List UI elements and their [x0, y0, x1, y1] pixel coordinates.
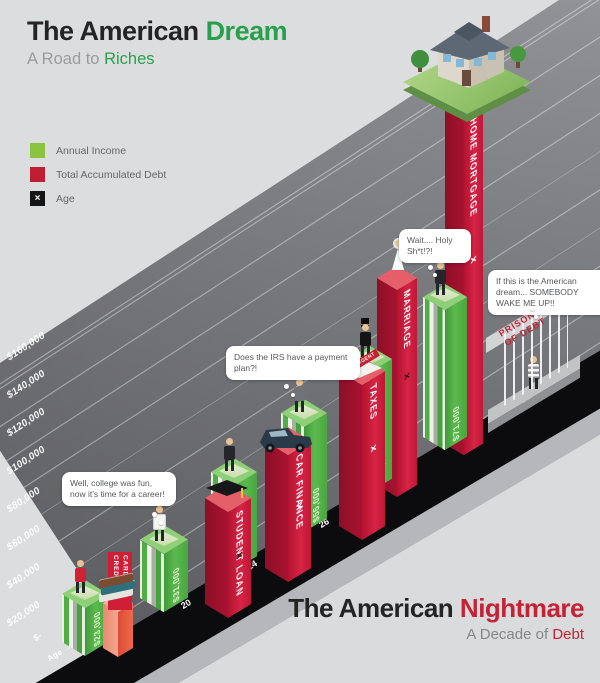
income-bar-29-left-face: [423, 297, 445, 451]
debt-bar-studentloan-right-face: STUDENT LOAN ×: [228, 498, 251, 618]
footer-title: The American Nightmare: [288, 593, 584, 624]
person-age-26-icon: [290, 379, 308, 412]
legend-debt-label: Total Accumulated Debt: [56, 168, 167, 181]
age-marker-icon: ×: [370, 441, 377, 458]
income-swatch-icon: [30, 143, 45, 158]
debt-swatch-icon: [30, 167, 45, 182]
footer-title-prefix: The American: [288, 593, 460, 623]
thought-dot: [530, 306, 535, 311]
legend-item-income: Annual Income: [30, 143, 166, 158]
thought-dot: [433, 273, 437, 277]
debt-bar-taxes-right-face: TAXES ×: [362, 371, 385, 540]
truck-icon: [260, 428, 312, 453]
title-prefix: The American: [27, 16, 206, 46]
debt-bar-car-right-face: CAR FINANCE ×: [288, 441, 311, 582]
header: The American Dream A Road to Riches: [27, 16, 288, 69]
title-accent: Dream: [205, 16, 288, 46]
debt-bar-creditcard-right-face: [118, 602, 133, 657]
age-swatch-icon: ×: [30, 191, 45, 206]
thought-dot: [291, 393, 295, 397]
y-tick-40000: $40,000: [5, 561, 43, 592]
groom-icon: [356, 318, 374, 357]
person-age-18-icon: [71, 560, 89, 593]
legend-item-debt: Total Accumulated Debt: [30, 167, 166, 182]
person-age-24-icon: [220, 438, 238, 471]
page-title: The American Dream: [27, 16, 288, 47]
income-value-26: $55,000: [310, 484, 321, 526]
debt-bar-studentloan-left-face: [205, 498, 228, 618]
thought-dot: [534, 315, 538, 319]
house-icon: [411, 16, 526, 88]
thought-dot: [428, 265, 433, 270]
thought-dot: [284, 384, 289, 389]
income-bar-29-right-face: $71,000: [445, 296, 467, 450]
debt-bar-creditcard-left-face: [103, 603, 118, 658]
legend: Annual Income Total Accumulated Debt × A…: [30, 143, 166, 215]
income-value-20: $31,000: [171, 564, 181, 605]
legend-item-age: × Age: [30, 191, 166, 206]
debt-bar-marriage-right-face: MARRIAGE ×: [397, 277, 417, 497]
thought-dot: [152, 512, 157, 517]
debt-bar-marriage-label: MARRIAGE: [402, 286, 412, 352]
page-subtitle: A Road to Riches: [27, 50, 287, 69]
debt-bar-taxes-left-face: [339, 371, 362, 540]
legend-age-label: Age: [56, 192, 75, 205]
age-marker-icon: ×: [403, 368, 411, 385]
footer-subtitle-prefix: A Decade of: [466, 626, 553, 643]
income-value-18: $23,000: [91, 608, 102, 650]
footer-title-accent: Nightmare: [459, 593, 585, 623]
income-value-29: $71,000: [451, 403, 461, 444]
age-marker-icon: ×: [470, 251, 477, 268]
footer-subtitle: A Decade of Debt: [288, 626, 584, 643]
debt-bar-car-label: CAR FINANCE: [294, 451, 305, 533]
debt-bar-mortgage-label: HOME MORTGAGE: [468, 115, 479, 220]
thought-dot: [159, 521, 163, 525]
subtitle-accent: Riches: [104, 50, 155, 68]
speech-bubble-irs: Does the IRS have a payment plan?!: [226, 346, 360, 381]
speech-bubble-career: Well, college was fun, now it's time for…: [62, 472, 176, 507]
debt-bar-car-left-face: [265, 441, 288, 582]
subtitle-prefix: A Road to: [27, 50, 105, 68]
debt-bar-taxes-label: TAXES: [368, 381, 379, 423]
y-tick-60000: $60,000: [5, 523, 43, 554]
grad-cap-icon: [206, 480, 248, 496]
speech-bubble-shock: Wait.... Holy Sh*t!?!: [399, 229, 471, 264]
footer-subtitle-accent: Debt: [552, 626, 584, 643]
person-age-29-icon: [431, 262, 449, 295]
grad-cap-tassel: [241, 488, 243, 498]
footer: The American Nightmare A Decade of Debt: [288, 593, 584, 643]
legend-income-label: Annual Income: [56, 144, 127, 157]
speech-bubble-wake: If this is the American dream... SOMEBOD…: [488, 270, 600, 316]
